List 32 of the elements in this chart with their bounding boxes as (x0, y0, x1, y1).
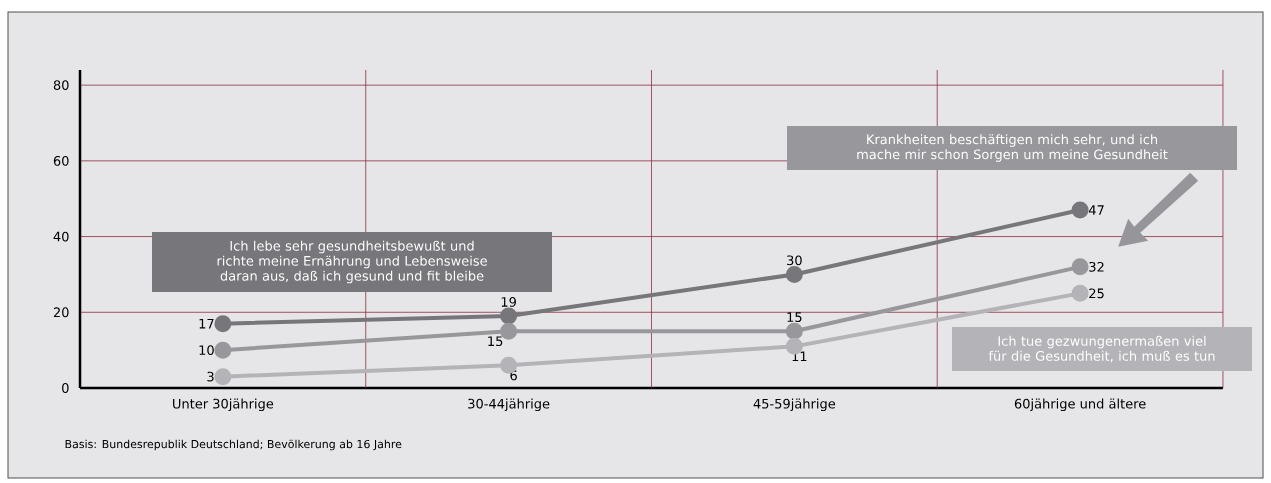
point (1071, 258, 1089, 276)
series-label: Ich tue gezwungenermaßen viel für die Gesundheit, ich muß es tun (988, 335, 1215, 363)
x-tick-label: 60jährige und ältere (1014, 398, 1146, 412)
point (214, 341, 232, 359)
data-label: 32 (1089, 261, 1104, 272)
point (214, 368, 232, 386)
y-tick-label: 20 (53, 307, 69, 318)
data-label: 25 (1089, 288, 1104, 299)
data-label: 3 (207, 371, 214, 382)
x-tick-label: 30-44jährige (468, 398, 550, 412)
text: Basis: Bundesrepublik Deutschland; Bevölkerung ab 16 Jahre (65, 439, 402, 451)
y-tick-label: 40 (53, 231, 69, 242)
text: Krankheiten beschäftigen mich sehr, und ich mache mir schon Sorgen um meine Gesundheit (857, 134, 1168, 162)
data-label: 10 (199, 345, 214, 356)
y-tick-label: 80 (53, 80, 69, 91)
x-tick-label: Unter 30jährige (173, 398, 274, 412)
data-label: 47 (1088, 205, 1104, 215)
point (214, 315, 232, 333)
data-label: 15 (787, 312, 802, 323)
data-label: 19 (501, 297, 516, 307)
point (1071, 284, 1089, 302)
data-label: 15 (488, 336, 503, 347)
text: Ich lebe sehr gesundheitsbewußt und richte meine Ernährung und Lebensweise daran aus, daß ich gesund und fit bleibe (217, 240, 487, 284)
x-tick-label: 45-59jährige (753, 398, 836, 412)
data-label: 30 (787, 255, 802, 266)
point (1071, 201, 1089, 219)
y-tick-label: 60 (53, 155, 69, 166)
point (785, 322, 803, 340)
data-label: 17 (199, 318, 214, 329)
point (785, 265, 803, 283)
point (500, 307, 518, 325)
y-tick-label: 0 (62, 383, 69, 393)
